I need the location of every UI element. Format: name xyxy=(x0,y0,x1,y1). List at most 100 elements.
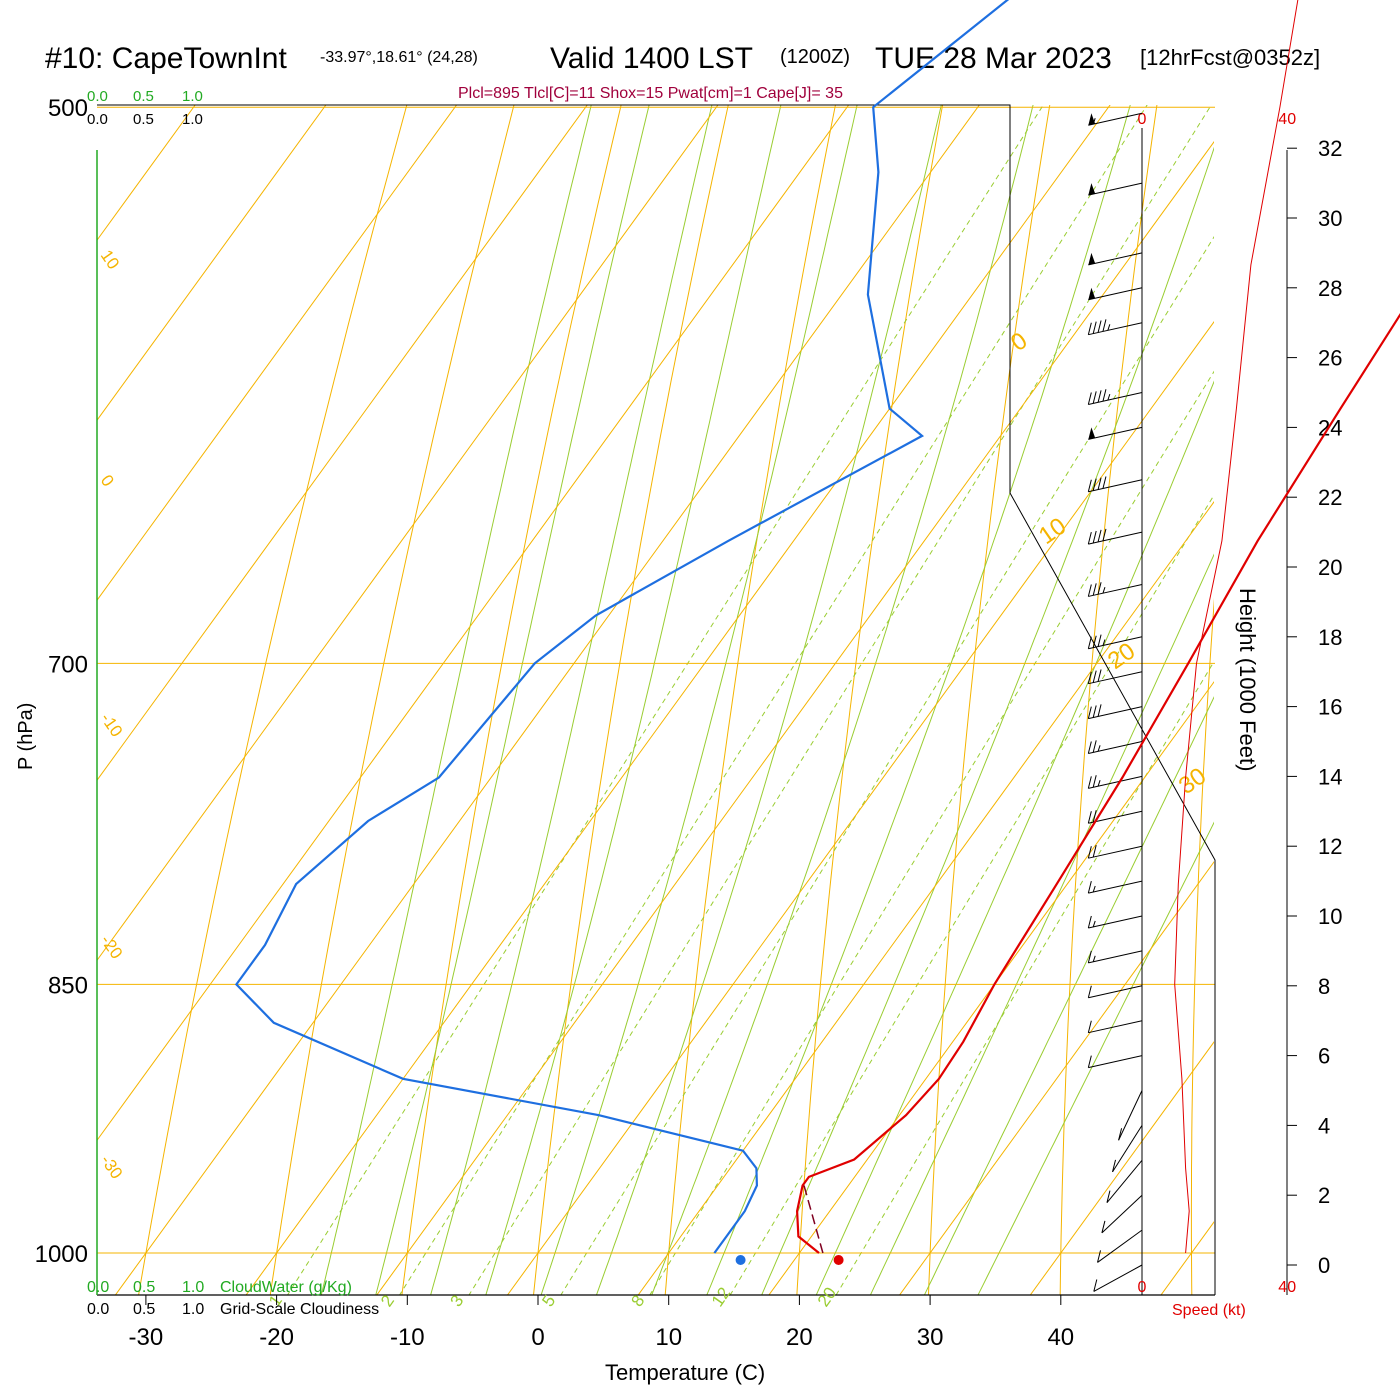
cloud-bottom-green-2: 1.0 xyxy=(182,1279,204,1296)
x-tick-label: 0 xyxy=(531,1324,544,1351)
height-tick-label: 20 xyxy=(1318,555,1342,580)
mixing-ratio-label: 3 xyxy=(446,1292,467,1311)
barb-staff xyxy=(1088,775,1143,789)
barb-flag xyxy=(1097,669,1102,682)
valid-date: TUE 28 Mar 2023 xyxy=(875,42,1112,75)
isotherm-line xyxy=(97,105,196,242)
moist-adiabat-line xyxy=(869,553,1214,1295)
barb-flag xyxy=(1092,530,1097,544)
dewpoint-line xyxy=(234,0,1010,1254)
wind-barb xyxy=(1101,1194,1143,1234)
moist-adiabat-line xyxy=(595,105,942,1295)
dry-adiabat-line xyxy=(138,105,408,1295)
isotherm-label: -30 xyxy=(97,1151,127,1182)
isobars xyxy=(97,106,1215,1254)
barb-flag xyxy=(1106,1190,1111,1203)
mixing-ratio-line xyxy=(835,660,1214,1295)
speed-tick-bottom: 40 xyxy=(1278,1279,1296,1296)
barb-flag xyxy=(1087,392,1092,405)
speed-tick-top: 40 xyxy=(1278,111,1296,128)
barb-half-flag xyxy=(1092,955,1096,962)
moist-adiabat-line xyxy=(706,105,1131,1295)
pressure-tick-label: 1000 xyxy=(35,1241,88,1268)
temperature-line xyxy=(795,312,1400,1254)
barb-flag xyxy=(1087,1055,1092,1068)
barb-flag xyxy=(1092,583,1097,596)
barb-flag xyxy=(1087,479,1092,492)
barb-flag xyxy=(1092,705,1097,718)
barb-flag xyxy=(1097,529,1102,543)
moist-adiabat-line xyxy=(540,105,858,1295)
barb-flag xyxy=(1087,1020,1092,1033)
station-coords: -33.97°,18.61° (24,28) xyxy=(320,49,478,66)
barb-half-flag xyxy=(1092,920,1096,928)
surface-dewpoint-dot xyxy=(735,1255,746,1265)
barb-staff xyxy=(1112,1125,1143,1173)
barb-flag xyxy=(1102,476,1107,489)
barb-flag xyxy=(1097,390,1102,403)
height-tick-label: 28 xyxy=(1318,276,1342,301)
barb-staff xyxy=(1101,1194,1143,1234)
dry-adiabat-line xyxy=(928,105,1051,1295)
barb-staff xyxy=(1088,1020,1143,1034)
dry-adiabat-line xyxy=(1190,597,1214,1295)
wind-barb xyxy=(1087,634,1143,650)
surface-temperature-dot xyxy=(833,1255,844,1265)
isotherm-line xyxy=(376,140,1214,1295)
x-axis-label: Temperature (C) xyxy=(605,1360,765,1385)
isotherm-label: -10 xyxy=(97,709,127,740)
wind-barb xyxy=(1087,880,1143,894)
wind-barb xyxy=(1087,950,1143,964)
cloud-bottom-green-0: 0.0 xyxy=(87,1279,109,1296)
dry-adiabat-line xyxy=(1059,105,1158,1295)
dry-adiabat-line xyxy=(796,105,944,1295)
barb-flag xyxy=(1092,670,1097,683)
wind-barb xyxy=(1112,1125,1143,1173)
barb-flag xyxy=(1112,1159,1117,1172)
plot-frame-right xyxy=(97,104,1216,1295)
barb-flag xyxy=(1092,391,1097,404)
barb-flag xyxy=(1087,584,1092,597)
height-tick-label: 30 xyxy=(1318,206,1342,231)
data-series xyxy=(234,0,1400,1265)
barb-staff xyxy=(1088,810,1143,824)
isotherm-line xyxy=(0,0,733,1400)
wind-barb xyxy=(1087,985,1143,999)
barb-flag xyxy=(1087,741,1092,754)
cloud-bottom-black-2: 1.0 xyxy=(182,1301,204,1318)
height-tick-label: 6 xyxy=(1318,1044,1330,1069)
x-tick-label: -30 xyxy=(129,1324,164,1351)
isotherm-line xyxy=(245,105,1111,1295)
moist-adiabat-line xyxy=(815,380,1214,1295)
barb-flag xyxy=(1097,704,1102,717)
mixing-ratio-label: 2 xyxy=(377,1292,398,1311)
speed-axis-label: Speed (kt) xyxy=(1172,1302,1246,1319)
cloudwater-label: CloudWater (g/Kg) xyxy=(220,1279,352,1296)
barb-flag xyxy=(1097,1250,1101,1263)
barb-flag xyxy=(1097,477,1102,490)
barb-flag xyxy=(1087,846,1092,859)
isotherm-line xyxy=(898,861,1214,1295)
dry-adiabat-line xyxy=(401,105,622,1295)
barb-half-flag xyxy=(1102,639,1106,646)
barb-flag xyxy=(1092,321,1097,334)
parcel-line xyxy=(803,1185,824,1254)
wind-barb xyxy=(1088,182,1143,196)
wind-barb xyxy=(1087,704,1143,720)
barb-staff xyxy=(1088,706,1143,720)
isotherm-label: 10 xyxy=(97,246,123,272)
wind-barb xyxy=(1106,1159,1143,1203)
wind-barb xyxy=(1088,287,1143,301)
dry-adiabat-line xyxy=(664,105,836,1295)
forecast-info: [12hrFcst@0352z] xyxy=(1140,45,1320,70)
barb-flag xyxy=(1087,811,1092,824)
barb-flag xyxy=(1097,634,1102,647)
barb-flag xyxy=(1092,635,1097,648)
barb-flag xyxy=(1097,582,1102,595)
height-tick-label: 32 xyxy=(1318,136,1342,161)
height-tick-label: 18 xyxy=(1318,625,1342,650)
moist-adiabat-line xyxy=(977,821,1214,1295)
